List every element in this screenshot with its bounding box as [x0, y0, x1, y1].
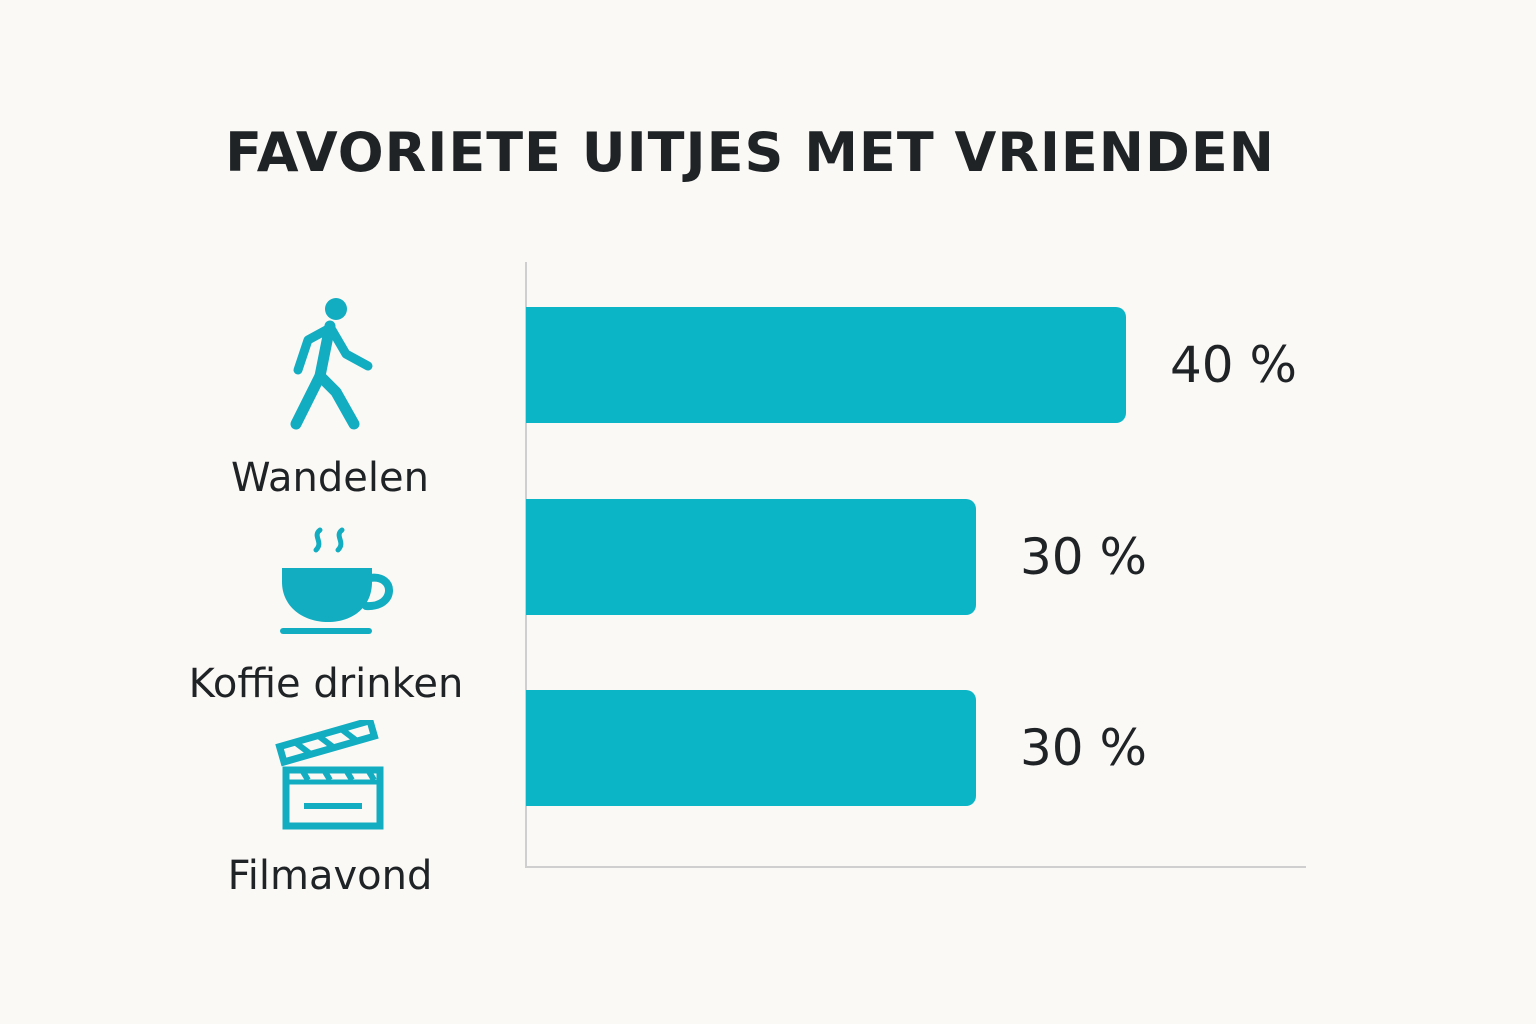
walking-person-icon	[290, 298, 373, 430]
value-label-koffie-drinken: 30 %	[1020, 528, 1148, 586]
x-axis-line	[525, 866, 1306, 868]
bar-filmavond	[526, 690, 976, 806]
bar-koffie-drinken	[526, 499, 976, 615]
bar-wandelen	[526, 307, 1126, 423]
category-label-wandelen: Wandelen	[231, 455, 429, 501]
chart-title: FAVORIETE UITJES MET VRIENDEN	[225, 121, 1275, 184]
coffee-cup-icon	[280, 527, 393, 634]
value-label-wandelen: 40 %	[1170, 336, 1298, 394]
value-label-filmavond: 30 %	[1020, 719, 1148, 777]
category-label-filmavond: Filmavond	[227, 853, 433, 899]
category-label-koffie-drinken: Koffie drinken	[188, 661, 464, 707]
clapperboard-icon	[275, 720, 384, 830]
